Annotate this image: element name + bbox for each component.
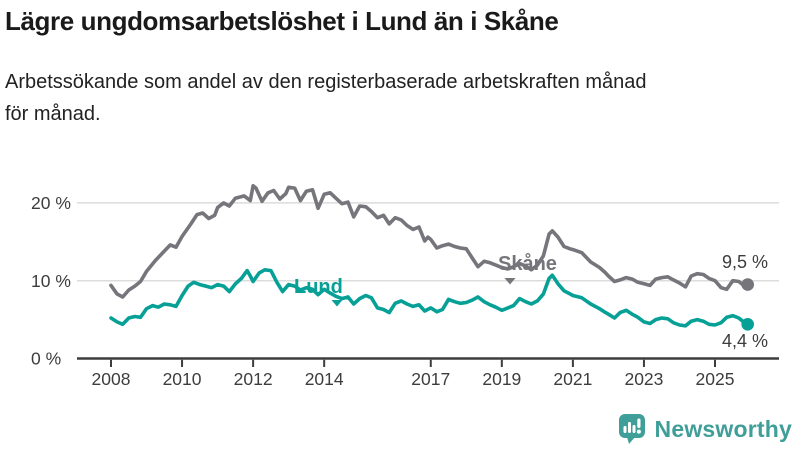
chart-title: Lägre ungdomsarbetslöshet i Lund än i Sk… bbox=[5, 6, 559, 36]
skne-line bbox=[109, 184, 750, 299]
x-tick-label: 2025 bbox=[696, 369, 735, 389]
lund-label: Lund bbox=[294, 276, 343, 298]
lund-line bbox=[109, 268, 750, 328]
bar-chart-speech-bubble-icon bbox=[618, 414, 645, 444]
skne-end-value: 9,5 % bbox=[722, 252, 768, 272]
skne-end-dot bbox=[741, 278, 754, 291]
chart-subtitle-line-2: för månad. bbox=[5, 103, 101, 126]
y-tick-label: 0 % bbox=[31, 349, 61, 369]
skne-label-pointer-icon bbox=[504, 278, 516, 285]
x-tick-label: 2008 bbox=[92, 369, 131, 389]
lund-end-value: 4,4 % bbox=[722, 331, 768, 351]
chart-subtitle: Arbetssökande som andel av den registerb… bbox=[5, 66, 795, 131]
brand-name: Newsworthy bbox=[654, 415, 792, 442]
lund-label-pointer-icon bbox=[331, 300, 343, 307]
y-tick-label: 10 % bbox=[31, 271, 71, 291]
y-tick-label: 20 % bbox=[31, 193, 71, 213]
x-tick-label: 2017 bbox=[411, 369, 450, 389]
chart-subtitle-line-1: Arbetssökande som andel av den registerb… bbox=[5, 71, 647, 93]
x-tick-label: 2021 bbox=[553, 369, 592, 389]
skne-label: Skåne bbox=[498, 252, 557, 275]
x-tick-label: 2019 bbox=[482, 369, 521, 389]
newsworthy-logo[interactable]: Newsworthy bbox=[618, 413, 792, 445]
x-tick-label: 2023 bbox=[624, 369, 663, 389]
lund-end-dot bbox=[741, 317, 754, 331]
x-tick-label: 2010 bbox=[163, 369, 202, 389]
x-tick-label: 2012 bbox=[234, 369, 273, 389]
x-tick-label: 2014 bbox=[305, 369, 344, 389]
